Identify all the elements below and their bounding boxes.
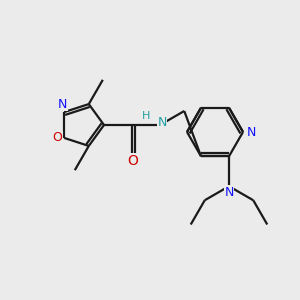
Text: H: H xyxy=(142,111,150,121)
Text: O: O xyxy=(52,131,62,144)
Text: N: N xyxy=(157,116,167,130)
Text: N: N xyxy=(246,125,256,139)
Text: O: O xyxy=(128,154,138,168)
Text: N: N xyxy=(224,186,234,199)
Text: N: N xyxy=(58,98,67,111)
